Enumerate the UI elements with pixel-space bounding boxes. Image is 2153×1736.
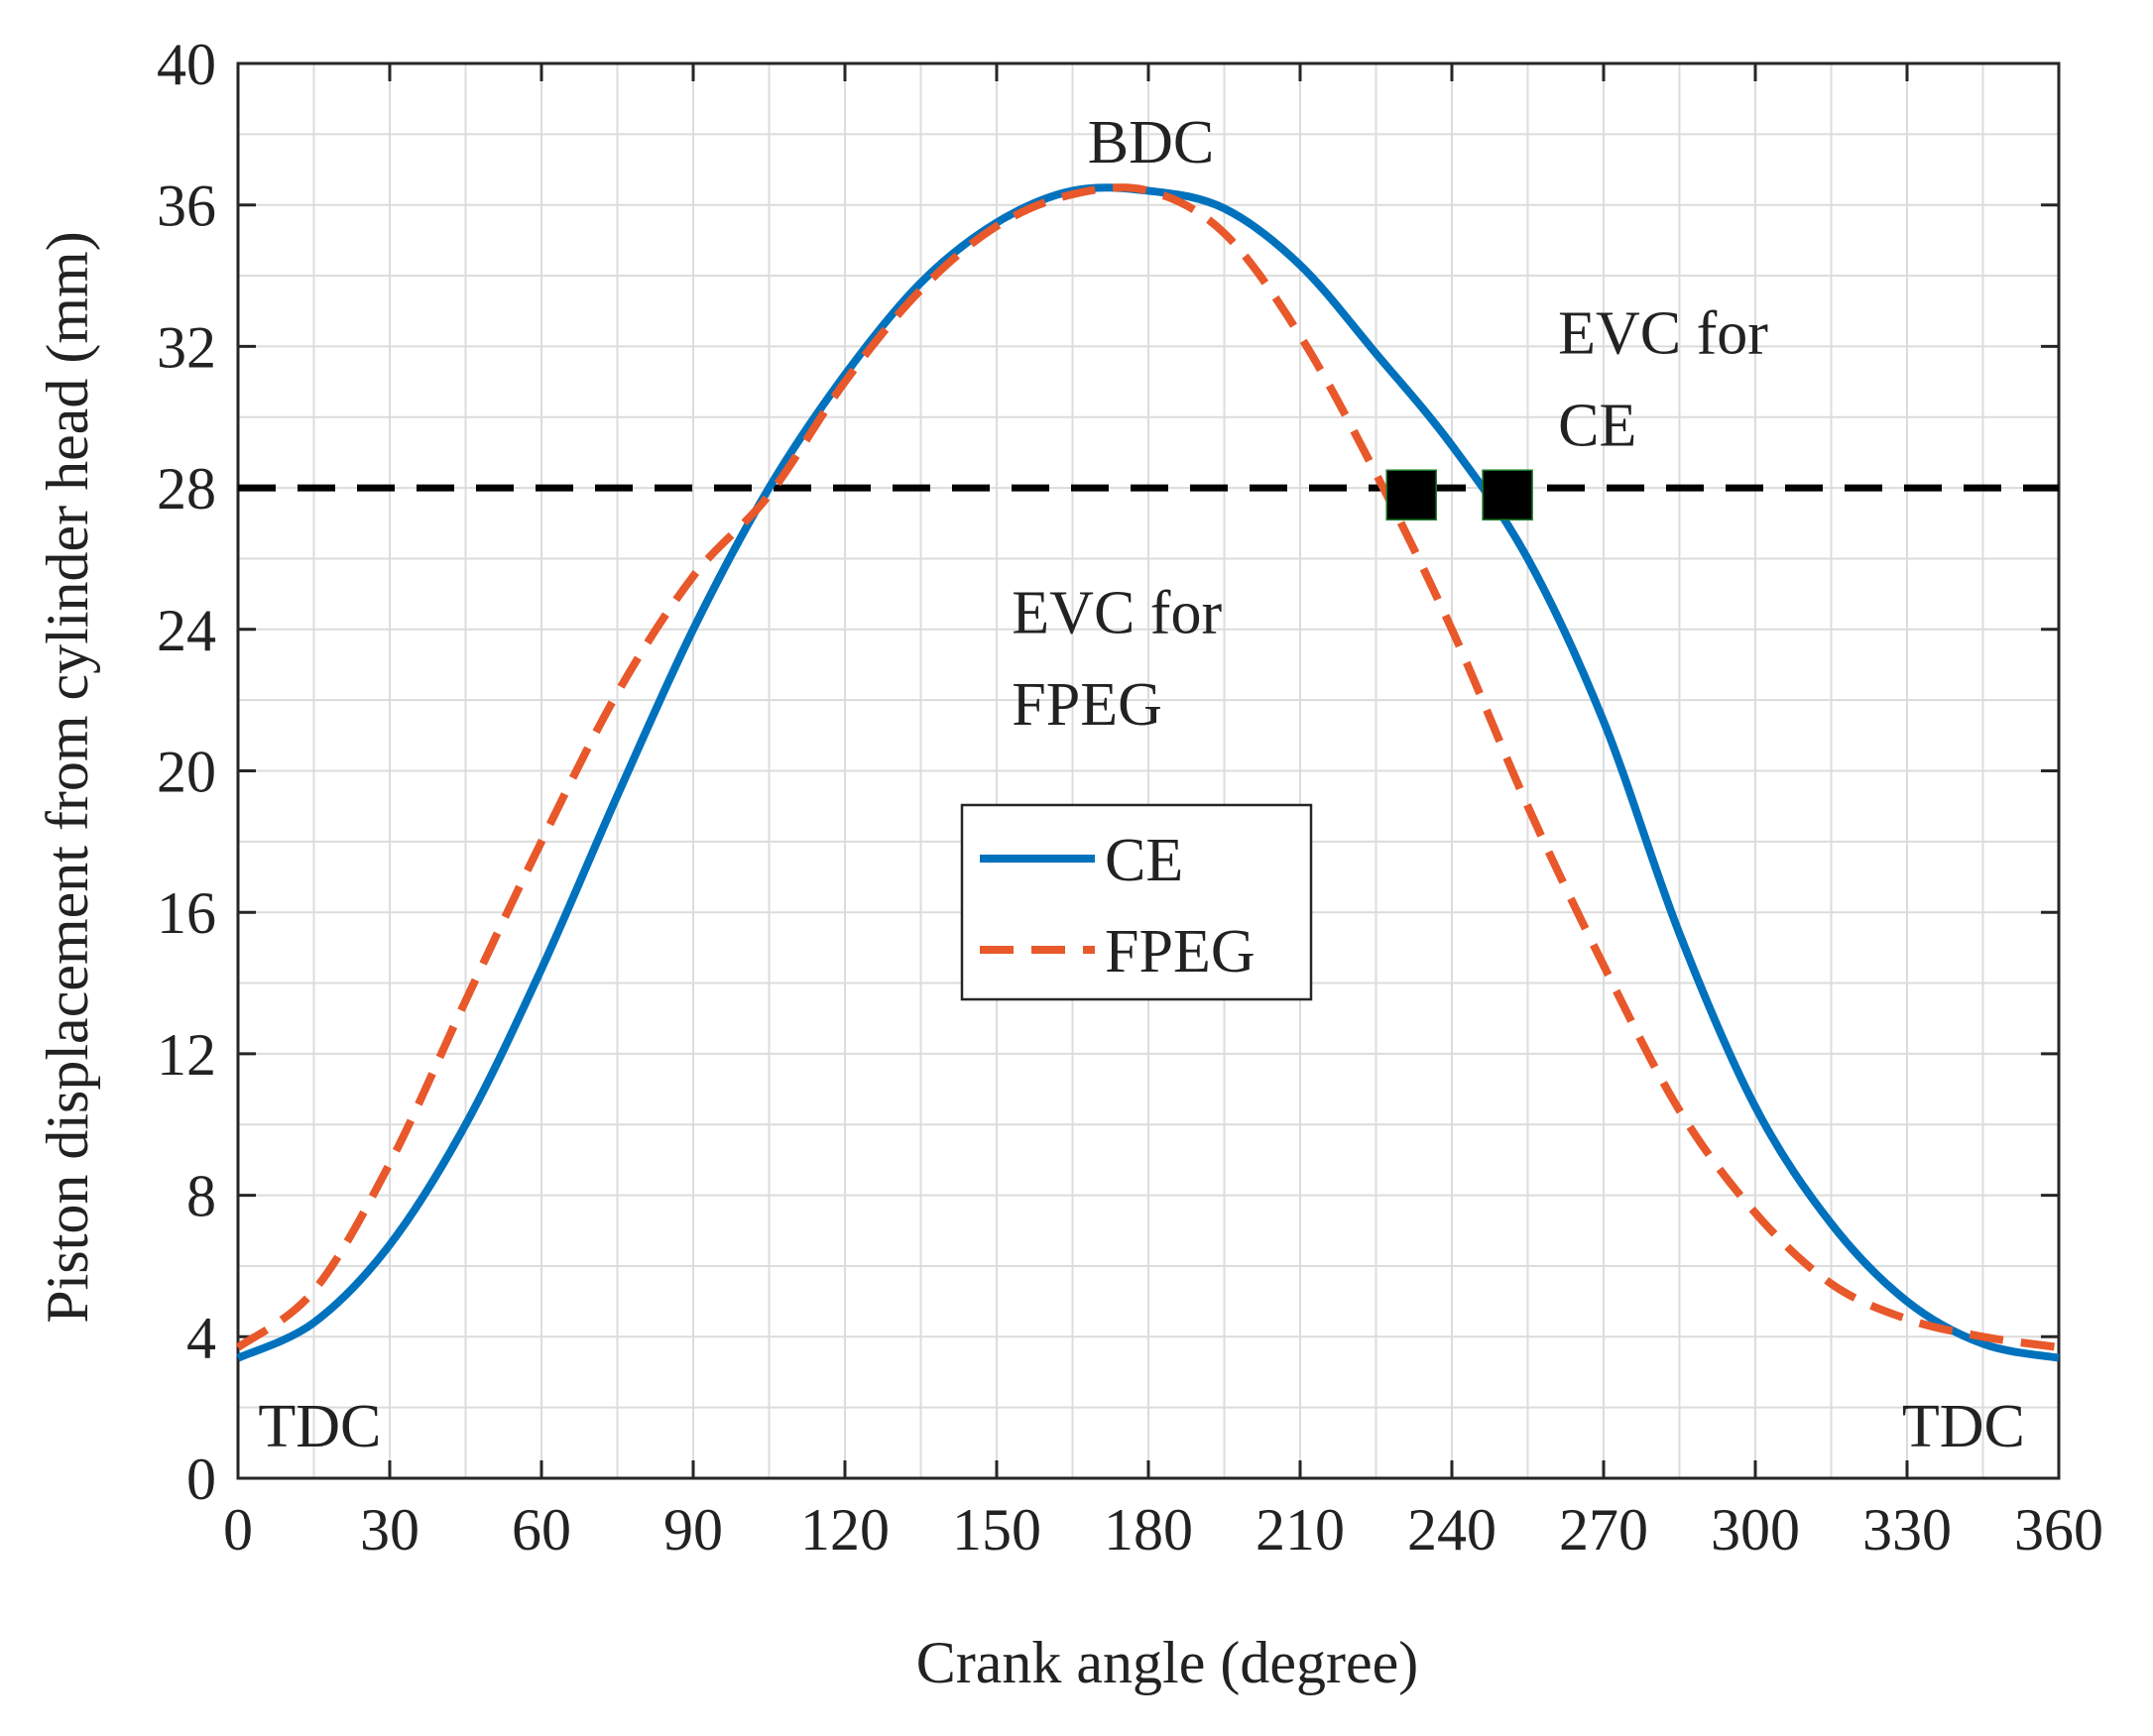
x-tick-label: 240 xyxy=(1407,1497,1496,1562)
x-tick-label: 210 xyxy=(1256,1497,1345,1562)
x-tick-label: 180 xyxy=(1104,1497,1193,1562)
x-tick-label: 360 xyxy=(2014,1497,2103,1562)
x-tick-label: 120 xyxy=(800,1497,890,1562)
plot-area: BDC EVC for CE EVC for FPEG TDC TDC xyxy=(235,109,2060,1460)
annotation-label: EVC for xyxy=(1012,579,1222,646)
y-tick-label: 40 xyxy=(157,32,216,97)
y-axis-title: Piston displacement from cylinder head (… xyxy=(35,231,100,1323)
evc-marker xyxy=(1482,469,1533,521)
y-tick-label: 20 xyxy=(157,740,216,805)
annotation-label: TDC xyxy=(258,1393,381,1460)
annotation-label: EVC for xyxy=(1558,300,1768,368)
x-tick-label: 0 xyxy=(223,1497,253,1562)
evc-marker xyxy=(1385,469,1437,521)
grid: 0 30 60 90 120 150 180 210 240 270 300 330 360 0 4 8 12 1… xyxy=(157,32,2103,1562)
y-tick-label: 8 xyxy=(186,1164,216,1229)
x-axis-title: Crank angle (degree) xyxy=(916,1630,1418,1695)
y-tick-label: 12 xyxy=(157,1022,216,1088)
legend-box xyxy=(960,803,1313,1001)
x-tick-label: 300 xyxy=(1711,1497,1800,1562)
x-tick-label: 330 xyxy=(1862,1497,1952,1562)
annotation-label: TDC xyxy=(1902,1393,2025,1460)
y-tick-label: 24 xyxy=(157,598,216,663)
annotation-label: CE xyxy=(1558,392,1636,459)
y-tick-label: 32 xyxy=(157,314,216,380)
y-tick-label: 28 xyxy=(157,456,216,521)
x-tick-label: 270 xyxy=(1559,1497,1648,1562)
legend-label-fpeg: FPEG xyxy=(1105,918,1256,985)
series-line-ce xyxy=(236,183,2060,1362)
legend: CE FPEG xyxy=(960,803,1313,1001)
x-tick-label: 90 xyxy=(663,1497,723,1562)
y-tick-label: 16 xyxy=(157,880,216,946)
legend-label-ce: CE xyxy=(1105,827,1183,894)
annotation-label: FPEG xyxy=(1012,671,1162,739)
annotation-label: BDC xyxy=(1088,109,1214,176)
x-tick-label: 150 xyxy=(952,1497,1041,1562)
x-tick-label: 60 xyxy=(512,1497,571,1562)
x-tick-label: 30 xyxy=(360,1497,419,1562)
y-tick-label: 36 xyxy=(157,174,216,239)
y-tick-label: 4 xyxy=(186,1305,216,1370)
y-tick-label: 0 xyxy=(186,1447,216,1512)
